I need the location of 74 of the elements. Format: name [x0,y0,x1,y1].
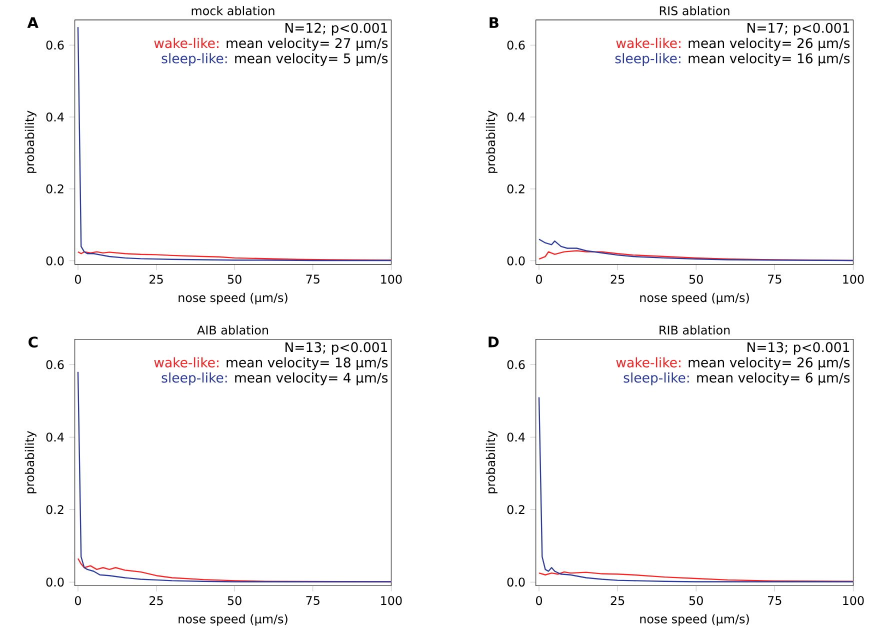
y-axis-title: probability [24,431,36,494]
chart-title: mock ablation [192,6,274,16]
x-tick-label: 25 [610,274,624,284]
x-tick-label: 25 [150,596,163,606]
text: B [490,17,498,28]
annotation: mean velocity= 26 μm/s [688,38,850,51]
y-tick-label: 0.6 [507,360,525,370]
x-tick-label: 100 [843,274,864,284]
text: sleep-like: [162,372,227,386]
text: wake-like: [616,357,680,368]
x-tick-label: 50 [689,596,703,606]
y-axis-title: probability [24,110,36,174]
x-tick-label: 25 [150,274,163,284]
x-tick-label: 25 [610,596,624,606]
chart-title: RIB ablation [660,326,730,335]
text: sleep-like: [162,53,227,66]
annotation: N=13; p<0.001 [286,342,388,355]
x-tick-label: 50 [228,274,242,284]
x-tick-label: 75 [306,596,320,606]
chart-title: RIS ablation [660,6,730,16]
text: wake-like: [616,38,680,48]
x-tick-label: 75 [306,274,320,284]
y-tick-label: 0.6 [46,360,64,370]
y-tick-label: 0.4 [46,112,64,122]
annotation: mean velocity= 6 μm/s [697,372,850,386]
y-tick-label: 0.6 [46,40,64,50]
text: sleep-like: [615,53,680,66]
y-tick-label: 0.4 [46,432,64,442]
x-tick-label: 75 [768,596,782,606]
text: wake-like: [154,357,218,368]
chart-title: AIB ablation [197,326,268,335]
x-axis-title: nose speed (μm/s) [178,293,288,305]
y-axis-title: probability [486,110,498,174]
x-tick-label: 0 [536,596,542,606]
annotation: mean velocity= 26 μm/s [688,357,850,370]
annotation: mean velocity= 5 μm/s [235,53,388,66]
text: C [28,336,38,348]
annotation: N=13; p<0.001 [748,342,850,355]
x-axis-title: nose speed (μm/s) [178,614,288,626]
text: D [488,336,499,348]
annotation: mean velocity= 16 μm/s [688,53,850,66]
annotation: mean velocity= 18 μm/s [226,357,388,370]
line-series [77,371,392,583]
x-tick-label: 100 [381,596,402,606]
y-tick-label: 0.4 [507,112,525,122]
y-tick-label: 0.0 [507,256,525,266]
annotation: mean velocity= 4 μm/s [235,372,388,386]
y-tick-label: 0.2 [46,505,64,514]
text: wake-like: [154,38,218,48]
y-tick-label: 0.2 [507,184,524,194]
y-axis-title: probability [486,431,498,494]
y-tick-label: 0.2 [46,184,64,194]
y-tick-label: 0.6 [507,40,525,50]
y-tick-label: 0.0 [46,256,64,266]
text: A [27,17,38,28]
x-tick-label: 100 [843,596,864,606]
x-axis-title: nose speed (μm/s) [640,614,749,626]
y-tick-label: 0.0 [46,578,64,587]
x-tick-label: 0 [74,274,81,284]
annotation: mean velocity= 27 μm/s [226,38,388,51]
x-tick-label: 0 [74,596,81,606]
x-tick-label: 50 [228,596,242,606]
x-tick-label: 75 [768,274,782,284]
text: sleep-like: [624,372,689,386]
y-tick-label: 0.2 [507,505,524,514]
x-axis-title: nose speed (μm/s) [640,293,749,305]
x-tick-label: 0 [536,274,542,284]
x-tick-label: 100 [381,274,402,284]
y-tick-label: 0.0 [507,578,525,587]
annotation: N=17; p<0.001 [748,23,850,36]
y-tick-label: 0.4 [507,432,525,442]
x-tick-label: 50 [689,274,703,284]
line-series [538,396,854,583]
annotation: N=12; p<0.001 [286,23,388,36]
